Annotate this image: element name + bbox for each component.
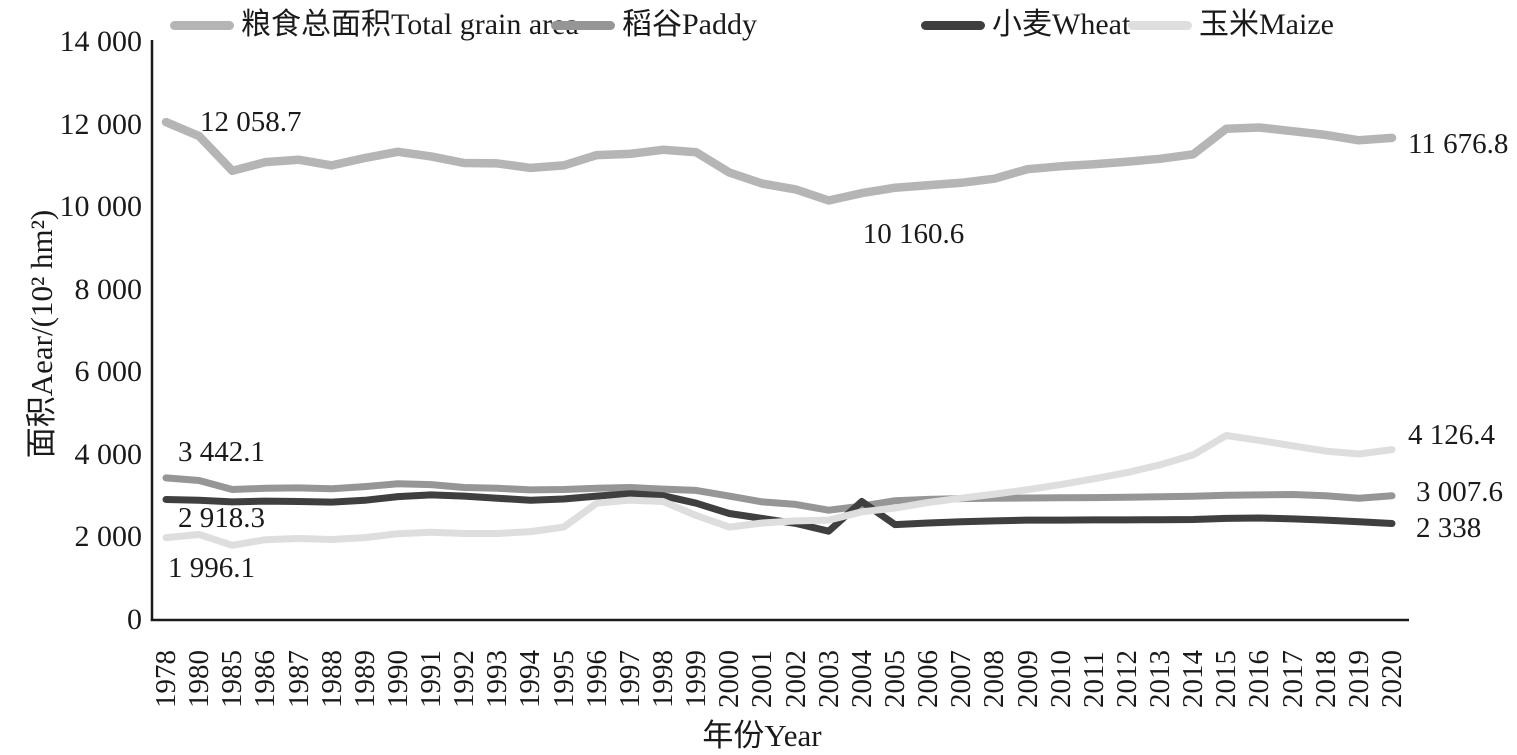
legend-swatch-maize: [1128, 20, 1192, 30]
y-tick-label: 4 000: [74, 437, 143, 471]
series-line-paddy: [162, 474, 1396, 514]
legend-swatch-paddy: [551, 20, 615, 30]
data-label-wheat: 2 338: [1416, 512, 1482, 545]
data-label-total-grain-area: 11 676.8: [1408, 127, 1509, 160]
y-tick-label: 0: [127, 603, 142, 636]
legend-label-maize: 玉米Maize: [1199, 8, 1334, 41]
y-tick-label: 8 000: [74, 272, 143, 306]
y-tick-label: 6 000: [74, 355, 143, 389]
x-axis-title: 年份Year: [702, 718, 822, 753]
data-label-total-grain-area: 12 058.7: [200, 106, 302, 139]
legend-swatch-total-grain-area: [170, 20, 234, 30]
legend-label-total-grain-area: 粮食总面积Total grain area: [241, 8, 579, 41]
y-tick-label: 14 000: [59, 25, 143, 58]
data-label-maize: 1 996.1: [168, 551, 255, 584]
legend-item-maize: 玉米Maize: [1128, 8, 1334, 42]
y-tick-label: 10 000: [59, 190, 143, 224]
data-label-maize: 4 126.4: [1408, 418, 1495, 451]
legend-item-paddy: 稻谷Paddy: [551, 8, 757, 42]
legend-label-paddy: 稻谷Paddy: [622, 8, 757, 41]
legend-item-total-grain-area: 粮食总面积Total grain area: [170, 8, 579, 42]
legend-item-wheat: 小麦Wheat: [921, 8, 1130, 42]
data-label-total-grain-area: 10 160.6: [862, 217, 965, 250]
legend-swatch-wheat: [921, 20, 985, 30]
y-tick-label: 12 000: [59, 107, 143, 141]
data-label-paddy: 3 007.6: [1416, 475, 1503, 508]
data-label-wheat: 2 918.3: [178, 501, 265, 534]
series-line-maize: [162, 432, 1396, 549]
data-label-paddy: 3 442.1: [178, 435, 265, 468]
legend-label-wheat: 小麦Wheat: [992, 8, 1131, 41]
series-line-total-grain-area: [161, 117, 1397, 205]
y-tick-label: 2 000: [74, 520, 143, 554]
